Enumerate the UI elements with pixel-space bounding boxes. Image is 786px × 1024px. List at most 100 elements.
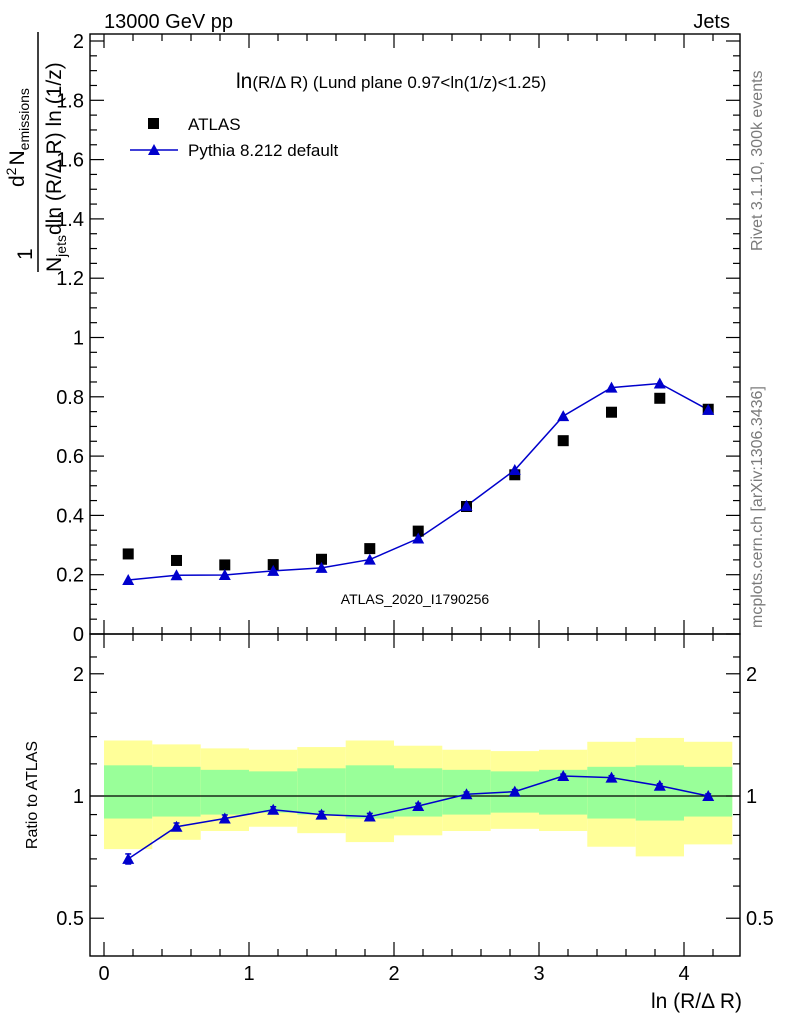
ylabel-numerator: d2 Nemissions [3,88,32,187]
ratio-ytick-label-right: 2 [746,664,757,686]
ratio-xtick-label: 0 [98,963,109,985]
legend-label-pythia: Pythia 8.212 default [188,141,339,160]
ratio-pythia-point [170,820,183,832]
ratio-pythia-point [460,788,473,800]
main-title: ln(R/Δ R) (Lund plane 0.97<ln(1/z)<1.25) [236,70,546,93]
header-right-label: Jets [693,11,730,33]
legend-marker-pythia [148,144,160,155]
ratio-xtick-label: 4 [678,963,689,985]
main-ytick-label: 0.2 [56,565,84,587]
rivet-version-label: Rivet 3.1.10, 300k events [749,70,766,251]
pythia-point [557,410,570,422]
header-left-label: 13000 GeV pp [104,11,233,33]
ratio-pythia-point [653,779,666,791]
ylabel-jets-sub: jets [53,235,69,258]
main-ytick-label: 1.6 [56,150,84,172]
ratio-frame [89,633,741,957]
ratio-ytick-label-right: 0.5 [746,908,774,930]
pythia-point [170,569,183,581]
ratio-xtick-label: 3 [533,963,544,985]
ratio-ylabel: Ratio to ATLAS [24,741,41,849]
pythia-point [412,532,425,544]
ratio-band-inner [297,768,346,815]
main-panel: 0 0.2 0.4 0.6 0.8 1 1.2 1.4 1.6 1.8 2 ln(R/Δ R) (L… [3,31,741,646]
atlas-point [654,392,666,404]
ratio-ytick-label: 1 [73,786,84,808]
main-ytick-label: 0.6 [56,446,84,468]
atlas-point [557,435,569,447]
main-ytick-label: 1 [73,328,84,350]
pythia-point [218,568,231,580]
ratio-pythia-point [702,790,715,801]
main-ytick-label: 1.2 [56,268,84,290]
main-ytick-label: 0.4 [56,505,84,527]
atlas-point [122,548,134,560]
ratio-pythia-point [218,812,231,824]
pythia-point [653,377,666,389]
ylabel-denominator: Njetsdln (R/Δ R) ln (1/z) [43,62,69,272]
atlas-point [364,543,376,555]
pythia-point [605,381,618,393]
main-ytick-label: 0 [73,624,84,646]
main-axis-ticks: 0 0.2 0.4 0.6 0.8 1 1.2 1.4 1.6 1.8 2 [56,31,740,646]
pythia-point [122,574,135,586]
ratio-ytick-label-right: 1 [746,786,757,808]
ratio-ytick-label: 0.5 [56,908,84,930]
pythia-point [315,561,328,573]
pythia-point [702,403,715,415]
ratio-series-layer [122,770,715,865]
ratio-pythia-point [412,799,425,811]
ratio-pythia-point [122,852,135,864]
mcplots-label: mcplots.cern.ch [arXiv:1306.3436] [749,386,766,628]
main-ytick-label: 2 [73,31,84,53]
ylabel-n: N [6,150,29,165]
main-ylabel: 1 d2 Nemissions Njetsdln (R/Δ R) ln (1/z) [3,32,69,272]
ratio-pythia-point [315,808,328,820]
ylabel-dln: dln (R/Δ R) ln (1/z) [43,62,66,235]
legend-label-atlas: ATLAS [188,115,241,134]
main-ytick-label: 1.4 [56,209,84,231]
x-axis-label: ln (R/Δ R) [651,990,742,1013]
ylabel-njets: N [43,257,66,272]
atlas-point [267,559,279,571]
main-title-ln: ln [236,70,252,93]
ratio-pythia-point [508,785,521,797]
ratio-pythia-point [363,810,376,822]
pythia-line [128,382,709,581]
pythia-point [460,499,473,511]
legend: ATLAS Pythia 8.212 default [130,115,339,160]
atlas-point [606,406,617,418]
ratio-xtick-label: 2 [388,963,399,985]
ylabel-emissions: emissions [16,88,32,150]
pythia-point [267,564,280,576]
pythia-point [508,464,521,476]
main-ytick-label: 1.8 [56,90,84,112]
ratio-band-inner [345,765,394,819]
ratio-pythia-point [605,771,618,783]
ratio-band-inner [104,765,153,819]
atlas-point [316,553,327,565]
atlas-point [412,525,424,537]
ratio-band-inner [635,765,684,821]
ratio-axis-ticks: 0.5 0.5 1 1 2 2 0 1 2 3 4 [56,634,774,985]
ratio-xtick-label: 1 [243,963,254,985]
main-ytick-label: 0.8 [56,387,84,409]
ratio-panel: 0.5 0.5 1 1 2 2 0 1 2 3 4 Ratio to ATLAS ln (R/Δ R… [24,633,774,1013]
main-series-layer [122,377,715,586]
analysis-watermark: ATLAS_2020_I1790256 [341,591,490,607]
pythia-point [363,553,376,565]
ylabel-d: d [6,175,29,187]
atlas-point [219,559,231,571]
ratio-pythia-point [267,803,280,815]
legend-marker-atlas [148,118,159,129]
ratio-band-inner [200,769,249,815]
atlas-point [171,554,182,566]
main-title-rest: (R/Δ R) (Lund plane 0.97<ln(1/z)<1.25) [252,73,546,92]
ylabel-d-sup: 2 [3,167,19,175]
ratio-pythia-point [557,770,570,782]
ylabel-one: 1 [14,248,37,260]
ratio-band-inner [152,766,201,817]
ratio-ytick-label: 2 [73,664,84,686]
ratio-uncertainty-bands [90,737,740,857]
